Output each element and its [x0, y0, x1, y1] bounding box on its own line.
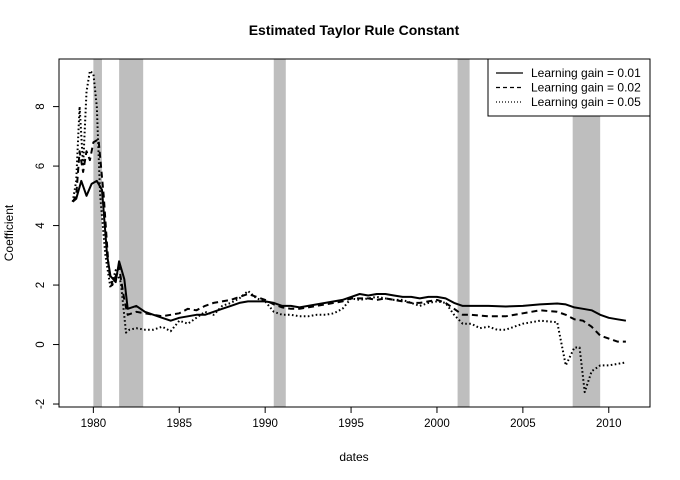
- y-tick-label-4: 4: [35, 222, 47, 229]
- series-line-1: [72, 179, 627, 322]
- legend-box: [487, 58, 651, 117]
- y-axis-title: Coefficient: [2, 204, 16, 261]
- shaded-period-0: [93, 59, 102, 407]
- shaded-period-4: [572, 59, 601, 407]
- legend-label-1: Learning gain = 0.01: [531, 66, 641, 80]
- shaded-period-1: [119, 59, 144, 407]
- shaded-period-2: [273, 59, 286, 407]
- series-lines: [71, 69, 627, 394]
- plot-frame: [58, 58, 651, 408]
- x-tick-label-2010: 2010: [596, 418, 622, 430]
- y-tick-label-2: 2: [35, 282, 47, 288]
- x-tick-label-1990: 1990: [252, 418, 278, 430]
- x-axis-title: dates: [339, 450, 368, 464]
- x-tick-label-1985: 1985: [166, 418, 192, 430]
- x-tick-label-1995: 1995: [338, 418, 364, 430]
- x-tick-label-1980: 1980: [81, 418, 107, 430]
- shaded-period-3: [457, 59, 470, 407]
- y-tick-label-6: 6: [35, 163, 47, 169]
- x-axis: 1980 1985 1990 1995 2000 2005 2010: [81, 407, 622, 430]
- recession-shading: [93, 59, 601, 407]
- y-axis: -2 0 2 4 6 8: [35, 103, 59, 409]
- series-line-2: [71, 138, 626, 343]
- chart-title: Estimated Taylor Rule Constant: [249, 22, 460, 38]
- x-tick-label-2005: 2005: [510, 418, 536, 430]
- legend-label-3: Learning gain = 0.05: [531, 95, 641, 109]
- y-tick-label-0: 0: [35, 341, 47, 347]
- y-tick-label--2: -2: [35, 399, 47, 409]
- series-line-3: [71, 69, 627, 394]
- x-tick-label-2000: 2000: [424, 418, 450, 430]
- y-tick-label-8: 8: [35, 103, 47, 109]
- legend-label-2: Learning gain = 0.02: [531, 81, 641, 95]
